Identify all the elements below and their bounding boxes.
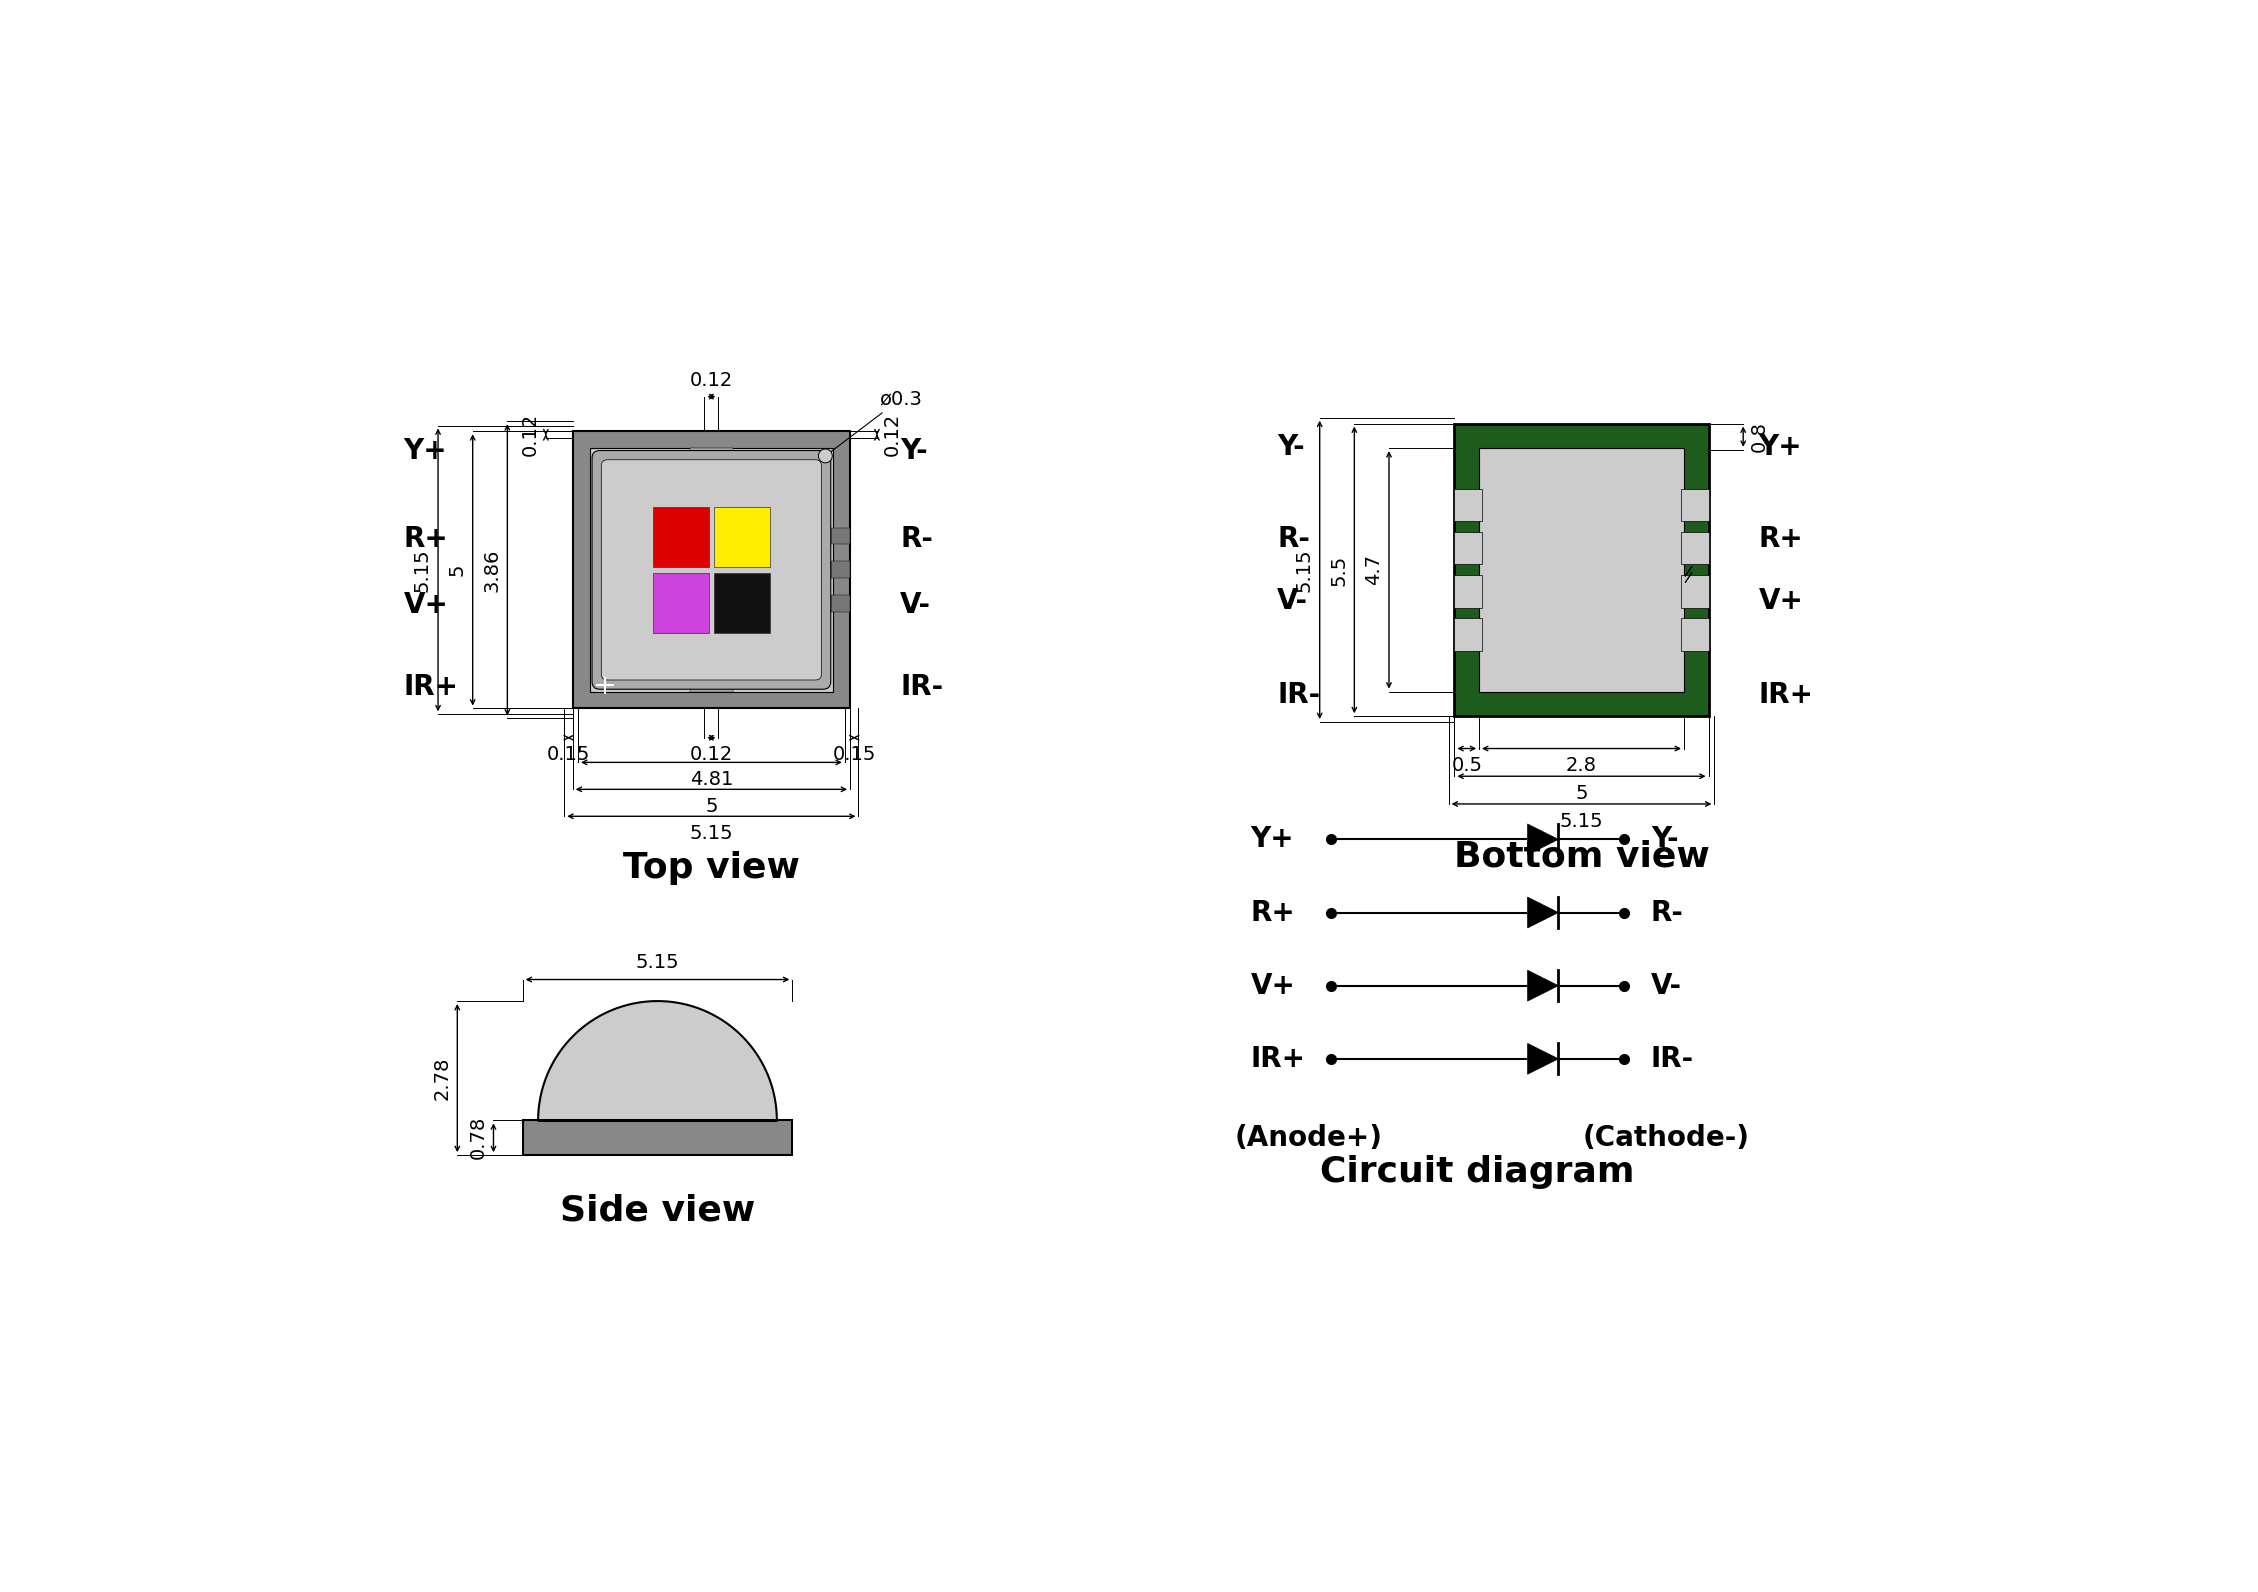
Text: Y-: Y- — [1651, 825, 1678, 853]
Text: 0.12: 0.12 — [689, 745, 734, 764]
Bar — [714, 508, 770, 567]
Text: Bottom view: Bottom view — [1454, 839, 1709, 874]
Text: IR+: IR+ — [1759, 681, 1813, 708]
Bar — [831, 527, 849, 544]
Text: V+: V+ — [404, 591, 449, 619]
Bar — [714, 573, 770, 632]
Text: 5.15: 5.15 — [1294, 548, 1314, 592]
Bar — [691, 670, 732, 691]
Polygon shape — [1529, 825, 1558, 855]
Bar — [1454, 575, 1481, 608]
Bar — [574, 431, 849, 708]
Polygon shape — [537, 1001, 777, 1121]
Text: 5.15: 5.15 — [637, 954, 680, 971]
Text: IR-: IR- — [1651, 1044, 1694, 1073]
Polygon shape — [1529, 1043, 1558, 1075]
Text: 0.15: 0.15 — [546, 745, 589, 764]
Text: R-: R- — [1651, 898, 1684, 927]
Text: 0.8: 0.8 — [1750, 422, 1768, 452]
Polygon shape — [1529, 970, 1558, 1001]
FancyBboxPatch shape — [592, 451, 831, 689]
Bar — [691, 449, 732, 470]
Text: 2.78: 2.78 — [431, 1057, 452, 1100]
Text: 5: 5 — [447, 564, 467, 576]
Text: 0.12: 0.12 — [883, 412, 903, 457]
Text: Y+: Y+ — [404, 436, 447, 465]
Text: V-: V- — [1278, 587, 1307, 615]
Bar — [653, 573, 709, 632]
FancyBboxPatch shape — [601, 460, 822, 680]
Text: 0.12: 0.12 — [689, 371, 734, 390]
Text: Top view: Top view — [623, 852, 799, 885]
Text: 2.8: 2.8 — [1567, 756, 1596, 775]
Text: R+: R+ — [1251, 898, 1296, 927]
Text: IR+: IR+ — [404, 673, 458, 700]
Text: Y-: Y- — [901, 436, 928, 465]
Text: 5.15: 5.15 — [413, 548, 431, 592]
Text: Circuit diagram: Circuit diagram — [1321, 1156, 1635, 1189]
Text: V+: V+ — [1759, 587, 1804, 615]
Text: 0.5: 0.5 — [1452, 756, 1481, 775]
Text: (Cathode-): (Cathode-) — [1583, 1124, 1750, 1153]
Bar — [1454, 423, 1709, 716]
Bar — [831, 595, 849, 613]
Text: 0.15: 0.15 — [833, 745, 876, 764]
Text: R-: R- — [901, 525, 933, 552]
Text: V-: V- — [1651, 971, 1682, 1000]
Bar — [524, 1121, 793, 1156]
Text: 0.78: 0.78 — [467, 1116, 488, 1159]
Text: Side view: Side view — [560, 1194, 754, 1227]
Polygon shape — [1529, 898, 1558, 928]
Text: IR+: IR+ — [1251, 1044, 1305, 1073]
Text: 5.15: 5.15 — [1560, 812, 1603, 831]
Circle shape — [817, 449, 833, 463]
Bar — [1680, 618, 1709, 651]
Bar — [653, 508, 709, 567]
Text: 5.15: 5.15 — [689, 825, 734, 844]
Text: 5: 5 — [704, 798, 718, 817]
Bar — [1454, 489, 1481, 521]
Bar — [831, 562, 849, 578]
Text: ø0.3: ø0.3 — [829, 390, 921, 454]
Text: Y+: Y+ — [1251, 825, 1294, 853]
Text: 4.7: 4.7 — [1364, 554, 1382, 586]
Text: 3.86: 3.86 — [483, 548, 501, 592]
Text: Y-: Y- — [1278, 433, 1305, 460]
Text: R-: R- — [1278, 525, 1310, 552]
Text: R+: R+ — [404, 525, 447, 552]
Text: R+: R+ — [1759, 525, 1804, 552]
Text: 0.12: 0.12 — [522, 412, 540, 457]
Text: V-: V- — [901, 591, 930, 619]
Bar — [1454, 618, 1481, 651]
Text: Y+: Y+ — [1759, 433, 1802, 460]
Text: 5: 5 — [1576, 783, 1587, 802]
Text: IR-: IR- — [901, 673, 944, 700]
Bar — [589, 449, 833, 691]
Bar — [1680, 532, 1709, 565]
Text: 5.5: 5.5 — [1330, 554, 1348, 586]
Bar — [1454, 532, 1481, 565]
Text: V+: V+ — [1251, 971, 1296, 1000]
Bar — [1680, 575, 1709, 608]
Text: (Anode+): (Anode+) — [1235, 1124, 1382, 1153]
Text: 4.81: 4.81 — [689, 771, 734, 790]
Text: IR-: IR- — [1278, 681, 1321, 708]
Bar — [1479, 449, 1684, 691]
Bar — [1680, 489, 1709, 521]
